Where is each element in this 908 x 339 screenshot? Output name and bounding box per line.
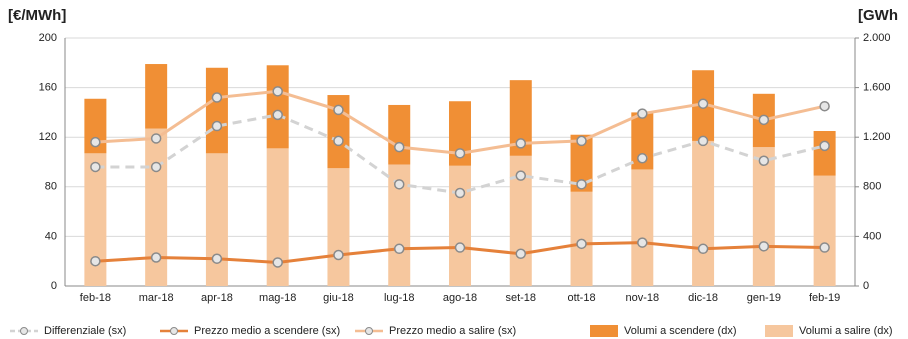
bar	[266, 148, 289, 286]
line-marker	[272, 109, 283, 121]
line-marker	[637, 108, 648, 119]
line-marker	[393, 179, 405, 190]
x-tick-label: gen-19	[747, 292, 781, 304]
legend-swatch	[590, 325, 618, 337]
x-tick-label: feb-19	[809, 292, 840, 304]
legend-label: Volumi a salire (dx)	[799, 325, 893, 337]
bar	[570, 134, 593, 192]
bar	[388, 104, 411, 165]
x-tick-label: nov-18	[625, 292, 659, 304]
legend-label: Differenziale (sx)	[44, 325, 126, 337]
line-marker	[90, 136, 101, 148]
y-tick-label: 120	[39, 131, 57, 143]
legend-marker	[365, 327, 373, 335]
legend-label: Volumi a scendere (dx)	[624, 325, 737, 337]
line-marker	[758, 155, 770, 167]
y2-tick-label: 1.600	[863, 82, 891, 94]
x-tick-label: mar-18	[139, 292, 174, 304]
bar	[205, 67, 228, 154]
line-marker	[90, 255, 101, 267]
legend-label: Prezzo medio a scendere (sx)	[194, 325, 340, 337]
line-marker	[454, 148, 466, 159]
bar	[205, 153, 228, 286]
line-marker	[454, 242, 466, 253]
line-marker	[515, 138, 527, 149]
bar	[266, 65, 289, 149]
line-marker	[90, 161, 101, 173]
bar	[327, 168, 350, 286]
line-marker	[819, 100, 830, 112]
y2-tick-label: 800	[863, 181, 881, 193]
line-marker	[819, 140, 830, 152]
y-tick-label: 40	[45, 230, 57, 242]
y-tick-label: 160	[39, 82, 57, 94]
bar	[631, 169, 654, 286]
line-marker	[211, 253, 223, 264]
y2-tick-label: 1.200	[863, 131, 891, 143]
bar	[84, 153, 107, 286]
line-marker	[333, 104, 344, 116]
y2-tick-label: 400	[863, 230, 881, 242]
bar	[813, 131, 836, 176]
y2-tick-label: 0	[863, 280, 869, 292]
line-marker	[697, 243, 709, 255]
line-marker	[697, 135, 709, 147]
x-tick-label: feb-18	[80, 292, 111, 304]
bar	[692, 140, 715, 286]
bar	[84, 98, 107, 154]
line-marker	[576, 179, 587, 190]
line-marker	[697, 98, 709, 109]
x-tick-label: ott-18	[567, 292, 595, 304]
bar	[631, 112, 654, 170]
line-marker	[393, 243, 405, 255]
bar	[813, 175, 836, 286]
x-tick-label: set-18	[505, 292, 536, 304]
line-marker	[637, 237, 648, 248]
legend-swatch	[765, 325, 793, 337]
line-marker	[272, 257, 283, 268]
bar	[145, 64, 168, 129]
line-marker	[576, 135, 587, 147]
y2-axis-title: [GWh	[858, 7, 898, 24]
line-marker	[454, 187, 466, 199]
line-marker	[211, 120, 223, 132]
bar	[509, 80, 532, 156]
line-marker	[515, 248, 527, 260]
bar	[388, 164, 411, 286]
x-tick-label: mag-18	[259, 292, 296, 304]
x-tick-label: ago-18	[443, 292, 477, 304]
bar	[449, 101, 471, 166]
legend-marker	[170, 327, 178, 335]
line-marker	[150, 252, 162, 263]
line-marker	[758, 241, 770, 252]
line-marker	[211, 92, 223, 103]
y-axis-title: [€/MWh]	[8, 7, 66, 24]
line-marker	[515, 170, 527, 181]
line-marker	[819, 242, 830, 253]
y-tick-label: 0	[51, 280, 57, 292]
y-tick-label: 200	[39, 32, 57, 44]
y-tick-label: 80	[45, 181, 57, 193]
y2-tick-label: 2.000	[863, 32, 891, 44]
line-marker	[576, 238, 587, 250]
line-marker	[333, 135, 344, 147]
x-tick-label: lug-18	[384, 292, 415, 304]
line-marker	[393, 141, 405, 153]
bar	[449, 165, 471, 286]
x-tick-label: giu-18	[323, 292, 354, 304]
legend-label: Prezzo medio a salire (sx)	[389, 325, 516, 337]
bar	[752, 147, 775, 286]
line-marker	[272, 86, 283, 97]
bar	[145, 128, 168, 286]
line-marker	[150, 133, 162, 144]
line-marker	[333, 249, 344, 261]
line-marker	[637, 153, 648, 164]
x-tick-label: apr-18	[201, 292, 233, 304]
x-tick-label: dic-18	[688, 292, 718, 304]
legend-marker	[20, 327, 28, 335]
line-marker	[758, 114, 770, 126]
line-marker	[150, 161, 162, 173]
